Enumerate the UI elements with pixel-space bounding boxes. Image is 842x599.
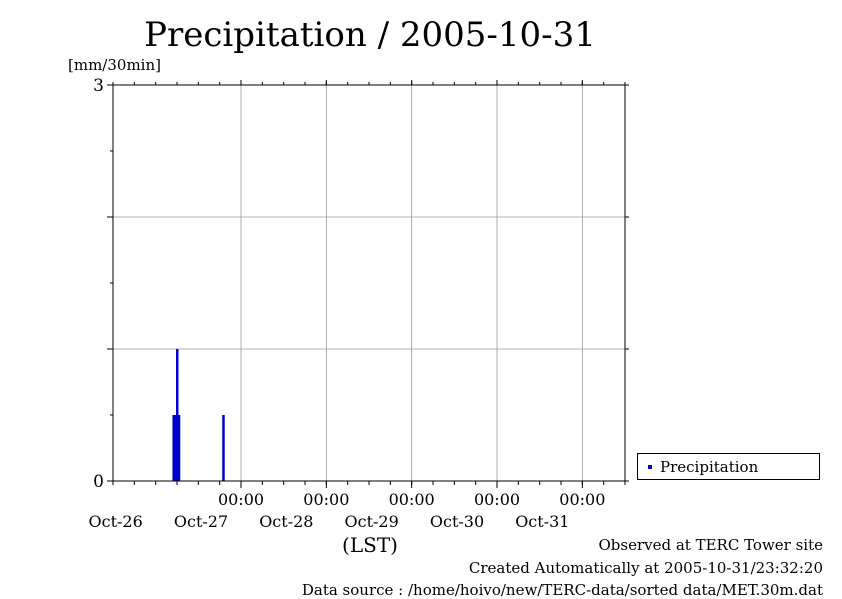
- bar-series: [172, 349, 225, 481]
- plot-frame: [112, 84, 626, 482]
- legend-label: Precipitation: [660, 458, 759, 476]
- chart-title: Precipitation / 2005-10-31: [144, 15, 596, 55]
- footer-created: Created Automatically at 2005-10-31/23:3…: [468, 559, 823, 577]
- y-tick-label: 0: [93, 472, 104, 492]
- x-date-label: Oct-31: [515, 512, 569, 531]
- x-tick-time-label: 00:00: [474, 490, 520, 509]
- x-tick-time-label: 00:00: [559, 490, 605, 509]
- footer-source: Data source : /home/hoivo/new/TERC-data/…: [301, 581, 823, 599]
- x-date-label: Oct-28: [259, 512, 313, 531]
- precipitation-bar: [172, 415, 175, 481]
- x-tick-time-label: 00:00: [218, 490, 264, 509]
- x-date-label: Oct-26: [89, 512, 143, 531]
- footer-observed: Observed at TERC Tower site: [598, 536, 823, 554]
- x-tick-time-label: 00:00: [303, 490, 349, 509]
- precipitation-bar: [176, 349, 179, 481]
- x-axis-label: (LST): [342, 533, 398, 557]
- legend: Precipitation: [637, 453, 820, 480]
- x-tick-labels: 00:00 00:00 00:00 00:00 00:00 Oct-26 Oct-27 Oct…: [89, 490, 606, 531]
- precipitation-bar: [177, 415, 181, 481]
- grid-lines: [113, 85, 625, 481]
- precipitation-bar: [174, 415, 177, 481]
- x-date-label: Oct-29: [345, 512, 399, 531]
- y-axis-label: [mm/30min]: [68, 56, 161, 74]
- x-tick-time-label: 00:00: [389, 490, 435, 509]
- y-tick-label: 3: [93, 76, 104, 96]
- y-tick-labels: 03: [93, 76, 104, 492]
- x-date-label: Oct-30: [430, 512, 484, 531]
- legend-swatch: [648, 465, 652, 469]
- x-date-label: Oct-27: [174, 512, 228, 531]
- precipitation-bar: [222, 415, 225, 481]
- axis-ticks: [107, 80, 629, 488]
